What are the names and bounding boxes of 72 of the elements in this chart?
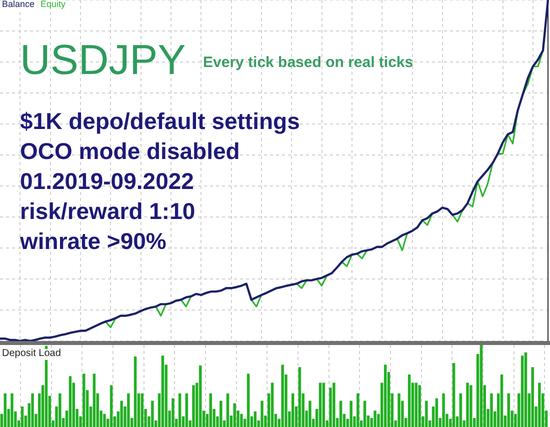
bar — [233, 403, 236, 427]
bar — [134, 356, 137, 427]
bar — [20, 406, 24, 427]
bar — [209, 393, 212, 427]
bar — [10, 393, 14, 427]
bar — [92, 374, 96, 427]
text: USDJPY — [20, 36, 186, 83]
bar — [490, 393, 493, 427]
bar — [466, 382, 469, 427]
annotation: OCO mode disabled — [20, 138, 240, 164]
bar — [374, 410, 376, 427]
text: Every tick based on real ticks — [203, 54, 414, 71]
text: Balance — [2, 0, 35, 9]
bar — [524, 352, 528, 427]
bar — [298, 367, 302, 427]
bar — [291, 393, 294, 427]
bar — [418, 385, 421, 427]
bar — [384, 364, 387, 427]
bar — [459, 393, 462, 427]
bar — [120, 400, 123, 427]
bar — [339, 400, 342, 427]
annotation: risk/reward 1:10 — [20, 198, 196, 224]
bar — [240, 414, 243, 427]
text: Equity — [40, 0, 66, 9]
bar — [281, 364, 284, 427]
annotation: $1K depo/default settings — [20, 108, 300, 134]
bar — [185, 393, 188, 427]
bar — [398, 393, 400, 427]
bar — [172, 398, 174, 427]
bar — [161, 356, 164, 427]
bar — [507, 393, 510, 427]
bar — [226, 393, 230, 427]
bar — [538, 382, 541, 427]
bar — [260, 400, 264, 427]
bar — [270, 382, 274, 427]
bar — [308, 400, 312, 427]
bar — [318, 382, 322, 427]
bar — [442, 393, 445, 427]
bar — [350, 400, 352, 427]
bar — [425, 400, 428, 427]
chart-title: Deposit Load — [2, 348, 63, 360]
bar — [414, 382, 418, 427]
bar — [470, 385, 472, 427]
bar — [435, 398, 438, 427]
bar — [192, 385, 195, 427]
bar — [408, 374, 411, 427]
bar — [332, 382, 336, 427]
bar — [140, 393, 144, 427]
bar — [254, 411, 257, 427]
bar — [520, 356, 524, 427]
bar — [363, 400, 366, 427]
bar — [103, 414, 106, 427]
annotation: winrate >90% — [20, 228, 166, 254]
bar — [356, 393, 360, 427]
bar — [151, 400, 154, 427]
bar — [198, 366, 202, 427]
bar — [4, 393, 7, 427]
bar — [31, 393, 34, 427]
bar — [110, 385, 113, 427]
bar — [58, 393, 62, 427]
bar — [82, 374, 86, 427]
bar — [322, 382, 326, 427]
bar — [127, 393, 130, 427]
bar — [452, 363, 456, 427]
bar — [531, 367, 534, 427]
bar — [220, 400, 222, 427]
bar — [178, 393, 182, 427]
bar — [246, 374, 250, 427]
annotation: 01.2019-09.2022 — [20, 168, 194, 194]
bar — [500, 374, 504, 427]
bar — [480, 345, 483, 427]
bar — [68, 376, 72, 427]
